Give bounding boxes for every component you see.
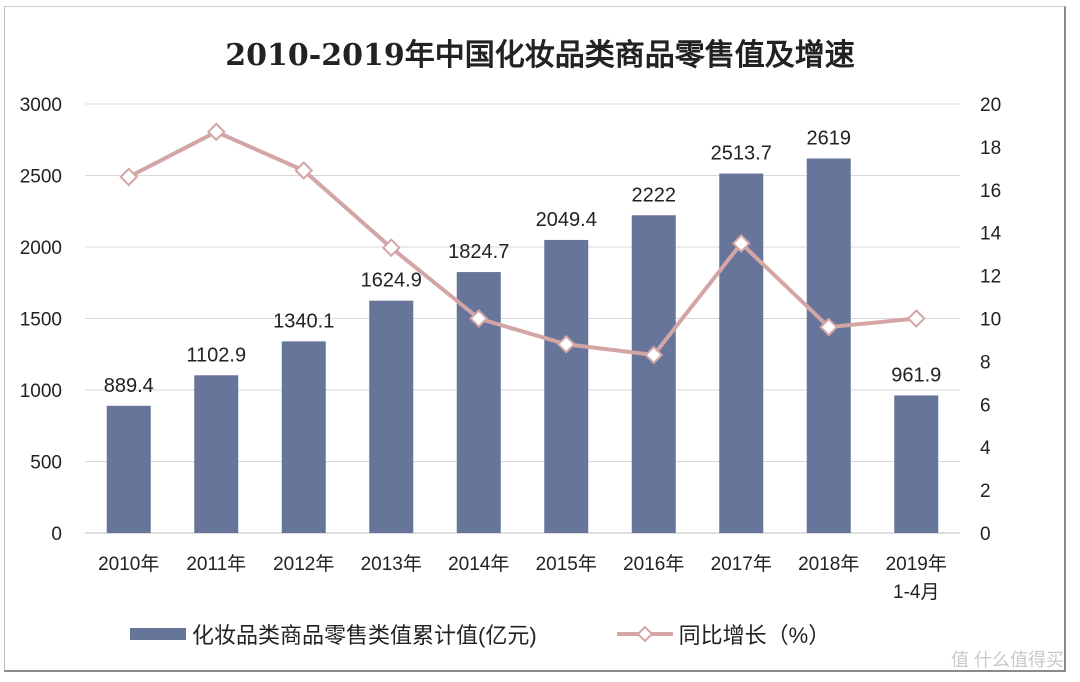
watermark: 值 什么值得买 xyxy=(950,650,1064,670)
y-right-tick-label: 20 xyxy=(980,95,1001,116)
y-left-tick-label: 1500 xyxy=(20,310,62,331)
y-left-tick-label: 1000 xyxy=(20,381,62,402)
growth-marker xyxy=(381,238,401,258)
y-left-tick-label: 0 xyxy=(51,524,62,545)
y-right-tick-label: 16 xyxy=(980,181,1001,202)
bar xyxy=(631,215,676,533)
growth-marker xyxy=(731,234,751,253)
x-tick-label: 2018年 xyxy=(798,553,859,575)
x-tick-label: 2016年 xyxy=(623,553,684,575)
bar-data-label: 961.9 xyxy=(891,364,941,386)
bar-data-label: 1102.9 xyxy=(186,344,246,366)
bar xyxy=(369,300,414,533)
chart-title: 2010-2019年中国化妆品类商品零售值及增速 xyxy=(225,38,855,73)
legend: 化妆品类商品零售类值累计值(亿元) 同比增长（%） xyxy=(130,618,830,650)
bar xyxy=(194,375,239,533)
y-right-tick-label: 4 xyxy=(980,438,991,459)
bar-data-label: 1824.7 xyxy=(448,241,509,263)
growth-marker xyxy=(119,167,139,187)
chart-frame xyxy=(4,6,1066,672)
legend-bar-swatch xyxy=(130,628,186,640)
y-right-tick-label: 2 xyxy=(980,481,991,502)
bar xyxy=(281,341,326,533)
bar xyxy=(894,395,939,533)
growth-line xyxy=(127,129,917,358)
legend-bar-label: 化妆品类商品零售类值累计值(亿元) xyxy=(192,623,537,648)
y-right-tick-label: 0 xyxy=(980,524,991,545)
y-right-tick-label: 14 xyxy=(980,224,1002,245)
x-tick-label: 2015年 xyxy=(536,553,597,575)
bar-data-label: 1624.9 xyxy=(361,270,422,292)
bar-data-label: 2513.7 xyxy=(711,143,772,165)
bar-data-label: 2049.4 xyxy=(536,209,597,231)
y-right-tick-label: 8 xyxy=(980,352,991,373)
x-tick-label: 2017年 xyxy=(711,553,772,575)
legend-line-label: 同比增长（%） xyxy=(678,623,831,648)
bar-data-label: 1340.1 xyxy=(273,310,334,332)
growth-marker xyxy=(206,122,226,142)
bar xyxy=(806,158,851,533)
growth-marker xyxy=(556,334,576,354)
bar-data-label: 2222 xyxy=(632,184,677,206)
bar xyxy=(719,173,764,533)
growth-marker xyxy=(294,161,314,180)
x-tick-label: 2014年 xyxy=(448,553,509,575)
y-left-tick-label: 500 xyxy=(30,453,62,474)
bar xyxy=(544,239,589,534)
y-right-tick-label: 12 xyxy=(980,267,1001,288)
bar-data-label: 889.4 xyxy=(104,375,154,397)
bar xyxy=(106,405,151,533)
y-left-tick-label: 2000 xyxy=(20,238,62,259)
growth-marker xyxy=(644,345,664,365)
y-right-tick-label: 18 xyxy=(980,138,1001,159)
x-tick-label: 1-4月 xyxy=(893,582,939,603)
legend-line-swatch xyxy=(616,624,673,644)
y-right-tick-label: 6 xyxy=(980,395,991,416)
growth-marker xyxy=(469,309,489,328)
growth-marker xyxy=(819,317,839,337)
y-right-tick-label: 10 xyxy=(980,310,1001,331)
y-left-tick-label: 3000 xyxy=(20,95,62,116)
x-tick-label: 2019年 xyxy=(886,553,947,575)
bar-data-label: 2619 xyxy=(807,127,852,149)
x-tick-label: 2011年 xyxy=(186,553,246,575)
x-tick-label: 2013年 xyxy=(361,553,422,575)
x-tick-label: 2012年 xyxy=(273,553,334,575)
growth-marker xyxy=(906,309,926,328)
y-left-tick-label: 2500 xyxy=(20,167,62,188)
x-tick-label: 2010年 xyxy=(98,553,159,575)
